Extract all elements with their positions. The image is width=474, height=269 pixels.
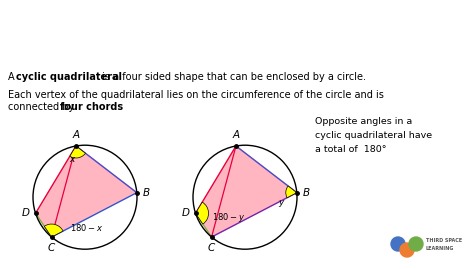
Text: A: A: [73, 130, 80, 140]
Polygon shape: [196, 146, 297, 237]
Text: A: A: [8, 72, 18, 82]
Circle shape: [391, 237, 405, 251]
Wedge shape: [70, 146, 85, 158]
Text: C: C: [208, 243, 215, 253]
Wedge shape: [286, 186, 297, 198]
Text: D: D: [21, 208, 29, 218]
Text: A: A: [232, 130, 239, 140]
Text: Each vertex of the quadrilateral lies on the circumference of the circle and is: Each vertex of the quadrilateral lies on…: [8, 90, 384, 100]
Text: four chords: four chords: [60, 102, 123, 112]
Text: .: .: [106, 102, 109, 112]
Text: B: B: [303, 188, 310, 198]
Wedge shape: [196, 202, 209, 224]
Text: LEARNING: LEARNING: [426, 246, 455, 252]
Text: Opposite angles in a
cyclic quadrilateral have
a total of  180°: Opposite angles in a cyclic quadrilatera…: [315, 117, 432, 154]
Text: Cyclic quadrilateral: Cyclic quadrilateral: [7, 23, 203, 41]
Polygon shape: [36, 146, 137, 237]
Text: connected by: connected by: [8, 102, 77, 112]
Text: $180-x$: $180-x$: [70, 222, 103, 232]
Text: is a four sided shape that can be enclosed by a circle.: is a four sided shape that can be enclos…: [99, 72, 366, 82]
Wedge shape: [44, 224, 63, 237]
Text: THIRD SPACE: THIRD SPACE: [426, 239, 462, 243]
Text: D: D: [182, 208, 190, 218]
Text: x: x: [69, 155, 75, 165]
Text: B: B: [143, 188, 150, 198]
Text: cyclic quadrilateral: cyclic quadrilateral: [16, 72, 122, 82]
Text: $180-y$: $180-y$: [211, 211, 245, 224]
Circle shape: [409, 237, 423, 251]
Text: y: y: [278, 198, 283, 207]
Text: C: C: [48, 243, 55, 253]
Circle shape: [400, 243, 414, 257]
